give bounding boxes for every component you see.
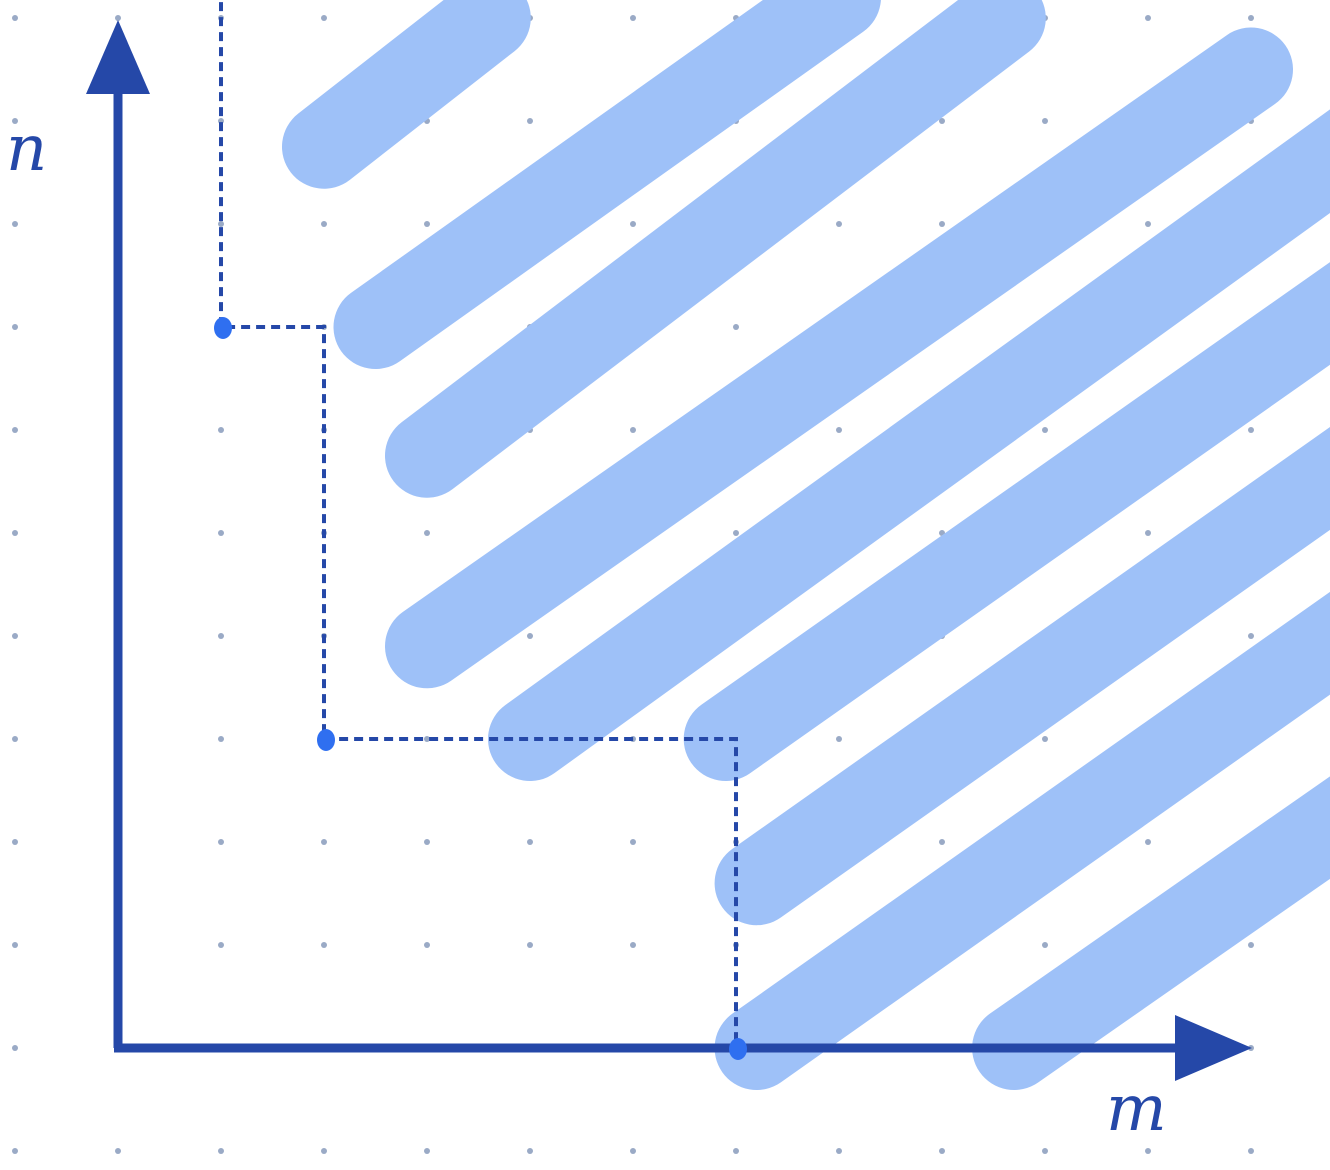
staircase-path [219, 0, 738, 1048]
band [282, 0, 531, 189]
band [972, 776, 1330, 1090]
grid-dot [424, 221, 430, 227]
grid-dot [939, 839, 945, 845]
grid-dot [630, 221, 636, 227]
staircase-line [219, 0, 738, 1048]
grid-dot [115, 1148, 121, 1154]
grid-dot [424, 1148, 430, 1154]
grid-dot [1145, 221, 1151, 227]
grid-dot [1042, 736, 1048, 742]
grid-dot [321, 942, 327, 948]
vertical-axis-arrowhead [86, 20, 150, 94]
grid-dot [1248, 633, 1254, 639]
grid-dot [321, 15, 327, 21]
grid-dot [836, 221, 842, 227]
grid-dot [12, 1045, 18, 1051]
grid-dot [12, 427, 18, 433]
grid-dot [12, 839, 18, 845]
band [714, 427, 1330, 926]
grid-dot [733, 530, 739, 536]
grid-dot [218, 530, 224, 536]
grid-dot [218, 839, 224, 845]
grid-dot [12, 633, 18, 639]
grid-dot [424, 736, 430, 742]
grid-dot [630, 942, 636, 948]
band [714, 591, 1330, 1090]
grid-dot [630, 1148, 636, 1154]
band [385, 0, 1046, 498]
lattice-point-marker [729, 1038, 747, 1060]
grid-dot [836, 427, 842, 433]
grid-dot [630, 15, 636, 21]
path-markers [214, 317, 747, 1060]
grid-dot [836, 1148, 842, 1154]
grid-dot [527, 1148, 533, 1154]
grid-dot [630, 839, 636, 845]
lattice-point-marker [317, 729, 335, 751]
horizontal-axis-arrowhead [1175, 1015, 1252, 1081]
grid-dot [218, 942, 224, 948]
grid-dot [527, 633, 533, 639]
grid-dot [939, 118, 945, 124]
grid-dot [630, 427, 636, 433]
grid-dot [12, 15, 18, 21]
grid-dot [527, 839, 533, 845]
grid-dot [1042, 942, 1048, 948]
grid-dot [527, 942, 533, 948]
grid-dot [218, 1148, 224, 1154]
axes [86, 20, 1252, 1081]
grid-dot [12, 221, 18, 227]
grid-dot [321, 1148, 327, 1154]
grid-dot [1145, 15, 1151, 21]
band [385, 27, 1293, 689]
grid-dot [1145, 839, 1151, 845]
grid-dot [1145, 530, 1151, 536]
grid-dot [939, 221, 945, 227]
grid-dot [836, 736, 842, 742]
grid-dot [12, 942, 18, 948]
grid-dot [218, 427, 224, 433]
band [488, 109, 1330, 781]
grid-dot [424, 839, 430, 845]
grid-dot [1042, 118, 1048, 124]
grid-dot [1248, 427, 1254, 433]
grid-dot [12, 324, 18, 330]
grid-dot [12, 118, 18, 124]
grid-dot [321, 221, 327, 227]
band [333, 0, 881, 369]
grid-dot [1145, 1148, 1151, 1154]
grid-dot [12, 736, 18, 742]
grid-dot [1248, 942, 1254, 948]
grid-dot [115, 15, 121, 21]
horizontal-axis-label: m [1106, 1072, 1167, 1146]
grid-dot [424, 530, 430, 536]
lattice-point-marker [214, 317, 232, 339]
grid-dot [424, 942, 430, 948]
grid-dot [1248, 15, 1254, 21]
grid-dot [939, 1148, 945, 1154]
grid-dot [12, 1148, 18, 1154]
grid-dot [12, 530, 18, 536]
grid-dot [527, 118, 533, 124]
grid-dot [1042, 427, 1048, 433]
grid-dot [218, 633, 224, 639]
grid-dot [218, 736, 224, 742]
grid-dot [1042, 1148, 1048, 1154]
grid-dot [218, 221, 224, 227]
band [683, 262, 1330, 781]
grid-dot [321, 839, 327, 845]
grid-dot [733, 324, 739, 330]
grid-dot [1248, 1148, 1254, 1154]
grid-dot [733, 1148, 739, 1154]
vertical-axis-label: n [6, 112, 47, 186]
band-group [282, 0, 1330, 1090]
